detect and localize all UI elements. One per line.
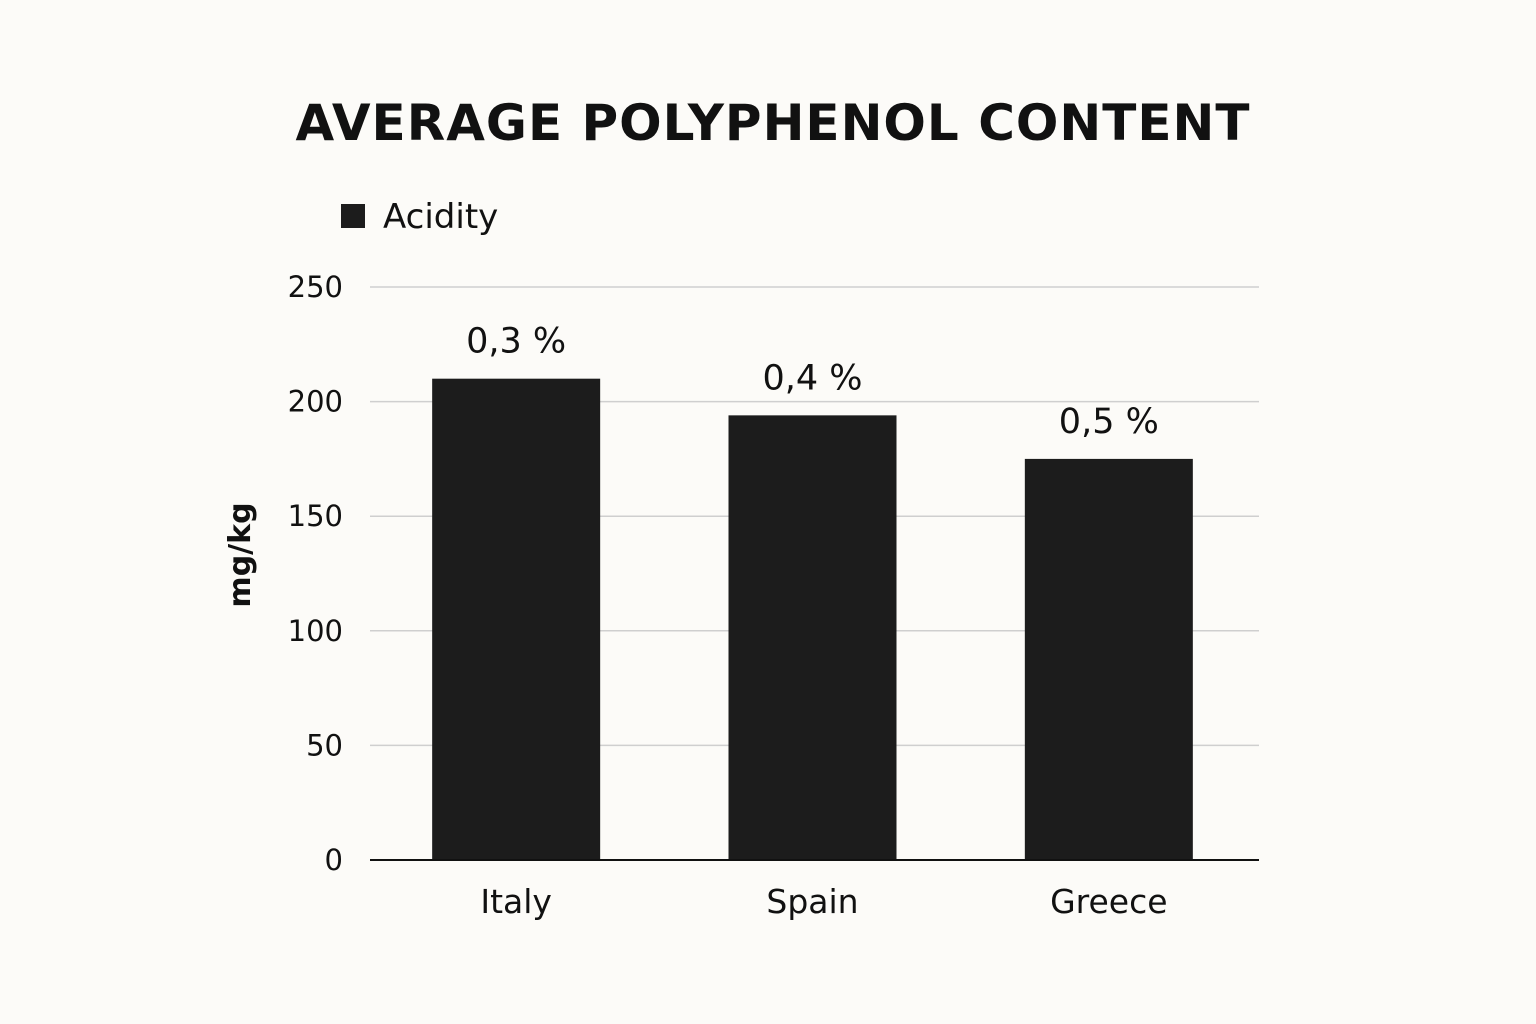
data-label-spain: 0,4 % [762,358,862,398]
y-tick-label: 50 [306,728,343,762]
bar-italy [432,378,601,860]
y-tick-label: 200 [288,385,343,419]
legend-swatch [341,204,365,228]
bars [432,378,1193,860]
y-tick-label: 150 [288,499,343,533]
y-tick-label: 0 [325,843,343,877]
x-axis-categories: Italy Spain Greece [480,882,1167,921]
legend-label: Acidity [383,197,498,237]
chart-title: AVERAGE POLYPHENOL CONTENT [296,94,1251,152]
y-tick-label: 250 [288,270,343,304]
x-category-spain: Spain [766,882,858,921]
bar-spain [728,415,897,860]
x-category-greece: Greece [1050,882,1167,921]
y-tick-label: 100 [288,614,343,648]
data-labels: 0,3 % 0,4 % 0,5 % [466,322,1159,442]
y-axis-ticks: 0 50 100 150 200 250 [288,270,343,877]
x-category-italy: Italy [480,882,552,921]
legend: Acidity [341,197,498,237]
data-label-italy: 0,3 % [466,322,566,362]
bar-greece [1024,458,1193,860]
y-axis-label: mg/kg [223,502,258,607]
data-label-greece: 0,5 % [1059,402,1159,442]
